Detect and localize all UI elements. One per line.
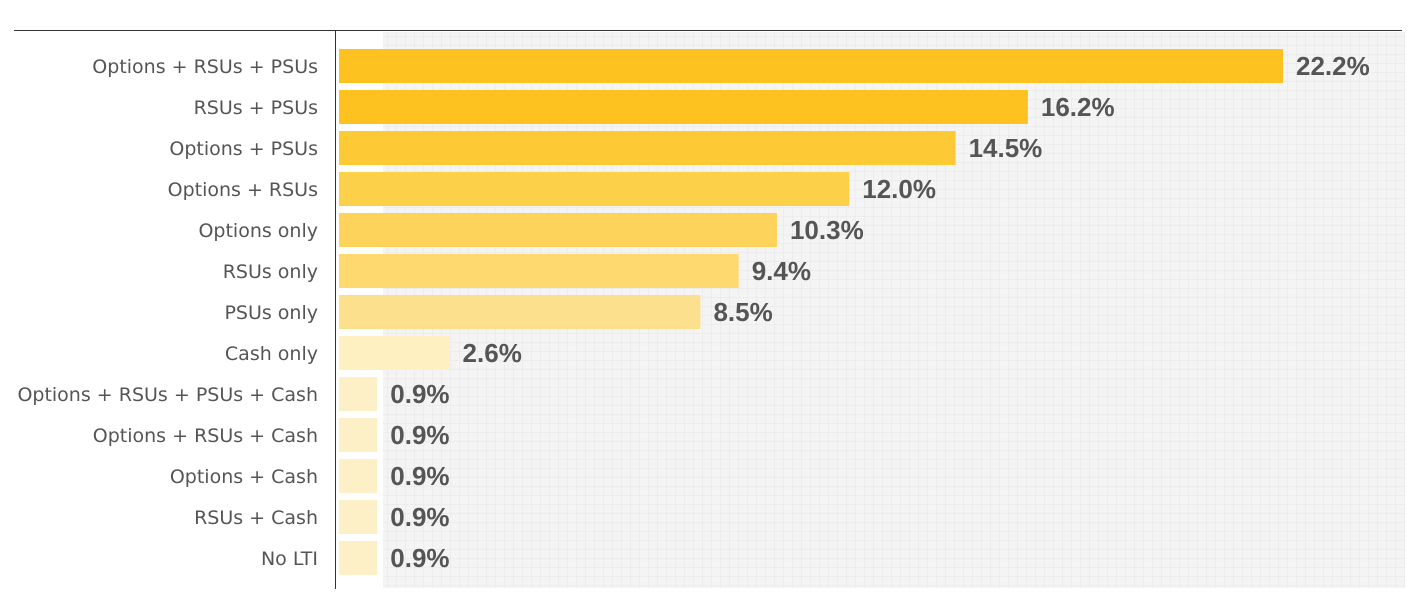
bar xyxy=(339,90,1028,124)
category-label: RSUs + Cash xyxy=(194,507,318,529)
value-label: 10.3% xyxy=(790,215,864,245)
value-label: 12.0% xyxy=(862,174,936,204)
category-label: Options + RSUs + PSUs + Cash xyxy=(17,384,318,406)
value-label: 16.2% xyxy=(1041,92,1115,122)
category-label: Options + RSUs + PSUs xyxy=(92,56,318,78)
bar xyxy=(339,459,378,493)
bars-layer xyxy=(339,49,1283,575)
value-label: 0.9% xyxy=(390,461,449,491)
bar xyxy=(339,254,739,288)
bar xyxy=(339,295,701,329)
category-label: Options + Cash xyxy=(170,466,318,488)
bar xyxy=(339,541,378,575)
bar xyxy=(339,131,956,165)
value-label: 2.6% xyxy=(463,338,522,368)
category-label: Options + PSUs xyxy=(169,138,318,160)
value-label: 22.2% xyxy=(1296,51,1370,81)
bar xyxy=(339,49,1283,83)
bar xyxy=(339,377,378,411)
value-label: 0.9% xyxy=(390,543,449,573)
category-label: PSUs only xyxy=(224,302,318,324)
value-label: 9.4% xyxy=(752,256,811,286)
category-label: Options + RSUs + Cash xyxy=(93,425,318,447)
category-label: RSUs only xyxy=(223,261,318,283)
category-label: RSUs + PSUs xyxy=(194,97,318,119)
value-label: 14.5% xyxy=(969,133,1043,163)
value-label: 0.9% xyxy=(390,502,449,532)
value-label: 0.9% xyxy=(390,379,449,409)
category-label: Options only xyxy=(198,220,318,242)
value-label: 8.5% xyxy=(713,297,772,327)
bar xyxy=(339,213,777,247)
bar xyxy=(339,500,378,534)
bar xyxy=(339,418,378,452)
category-label: Options + RSUs xyxy=(168,179,318,201)
bar xyxy=(339,172,850,206)
category-label: No LTI xyxy=(261,548,318,570)
labels-layer: Options + RSUs + PSUs 22.2% RSUs + PSUs 16.… xyxy=(17,51,1369,573)
bar xyxy=(339,336,450,370)
category-label: Cash only xyxy=(225,343,318,365)
value-label: 0.9% xyxy=(390,420,449,450)
